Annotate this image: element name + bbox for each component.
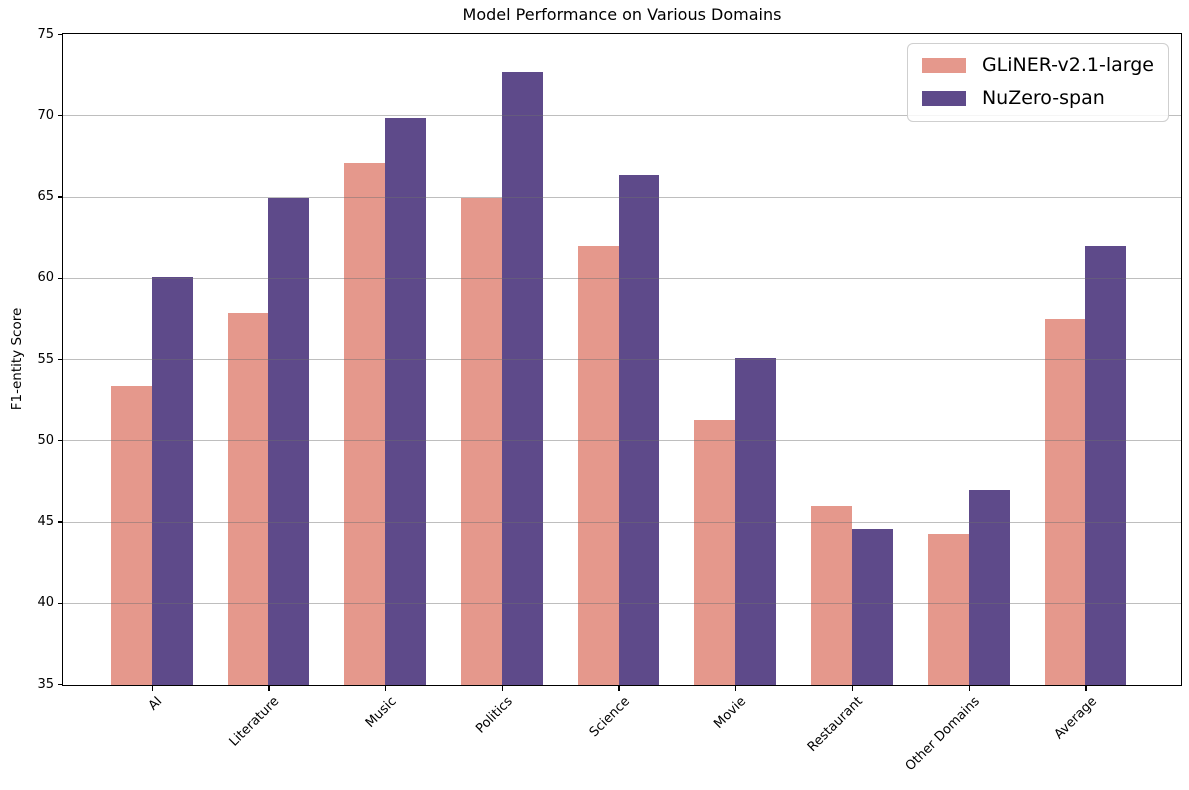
bar-nuzero-span-science <box>618 174 660 685</box>
bar-gliner-v21-large-movie <box>694 420 736 685</box>
legend-label-nuzero: NuZero-span <box>981 86 1105 109</box>
xtick-mark-politics <box>501 686 503 691</box>
xtick-label-music: Music <box>362 694 400 731</box>
bar-gliner-v21-large-other-domains <box>927 533 969 685</box>
plot-area: GLiNER-v2.1-large NuZero-span <box>62 33 1182 686</box>
gridline-45 <box>63 521 1181 523</box>
bar-gliner-v21-large-average <box>1044 319 1086 685</box>
chart-title: Model Performance on Various Domains <box>462 5 782 24</box>
bar-nuzero-span-other-domains <box>968 490 1010 685</box>
gridline-70 <box>63 115 1181 117</box>
ytick-label-50: 50 <box>37 432 54 448</box>
bar-nuzero-span-movie <box>735 358 777 685</box>
xtick-label-science: Science <box>586 694 633 741</box>
bar-nuzero-span-literature <box>268 197 310 685</box>
legend-swatch-nuzero <box>921 91 966 107</box>
ytick-label-60: 60 <box>37 270 54 286</box>
ytick-label-55: 55 <box>37 351 54 367</box>
ytick-mark-75 <box>57 33 62 36</box>
bar-gliner-v21-large-music <box>344 163 386 685</box>
bar-gliner-v21-large-politics <box>461 197 502 685</box>
ytick-mark-40 <box>57 602 62 604</box>
bar-nuzero-span-restaurant <box>852 529 893 685</box>
xtick-label-literature: Literature <box>226 694 283 750</box>
xtick-mark-average <box>1085 686 1087 691</box>
legend: GLiNER-v2.1-large NuZero-span <box>906 43 1169 122</box>
ytick-label-75: 75 <box>37 26 54 42</box>
ytick-label-40: 40 <box>37 595 54 611</box>
xtick-mark-restaurant <box>851 686 854 691</box>
ytick-mark-50 <box>57 440 62 442</box>
gridline-60 <box>63 277 1181 279</box>
xtick-label-restaurant: Restaurant <box>805 694 867 755</box>
bar-gliner-v21-large-ai <box>110 386 152 685</box>
gridline-55 <box>63 359 1181 360</box>
xtick-mark-other-domains <box>968 686 970 691</box>
xtick-mark-music <box>384 686 387 691</box>
bar-gliner-v21-large-literature <box>227 312 269 685</box>
ytick-mark-70 <box>57 115 62 117</box>
ytick-label-45: 45 <box>37 514 54 529</box>
bar-nuzero-span-ai <box>151 277 193 685</box>
ytick-mark-35 <box>57 683 62 686</box>
bar-nuzero-span-average <box>1085 246 1127 685</box>
ytick-label-70: 70 <box>37 107 54 123</box>
legend-swatch-gliner <box>921 58 966 74</box>
bar-nuzero-span-politics <box>501 72 543 685</box>
bar-gliner-v21-large-restaurant <box>811 506 852 685</box>
gridline-50 <box>63 440 1181 442</box>
bar-nuzero-span-music <box>385 117 426 685</box>
xtick-label-average: Average <box>1051 694 1100 743</box>
xtick-label-movie: Movie <box>711 694 750 732</box>
xtick-mark-science <box>618 686 620 691</box>
ytick-label-35: 35 <box>37 676 54 692</box>
xtick-mark-ai <box>151 686 153 691</box>
ytick-mark-65 <box>57 196 62 198</box>
legend-label-gliner: GLiNER-v2.1-large <box>981 54 1154 76</box>
ytick-label-65: 65 <box>37 189 54 204</box>
gridline-65 <box>63 196 1181 198</box>
xtick-label-other-domains: Other Domains <box>902 694 983 775</box>
legend-item-nuzero: NuZero-span <box>921 86 1154 111</box>
xtick-mark-literature <box>268 686 270 691</box>
gridline-40 <box>63 602 1181 604</box>
xtick-label-politics: Politics <box>473 694 516 737</box>
bar-gliner-v21-large-science <box>577 246 619 685</box>
ytick-mark-60 <box>57 277 62 279</box>
ytick-mark-45 <box>57 521 62 523</box>
xtick-label-ai: AI <box>146 694 166 714</box>
ytick-mark-55 <box>57 358 62 361</box>
xtick-mark-movie <box>735 686 737 691</box>
legend-item-gliner: GLiNER-v2.1-large <box>921 54 1154 78</box>
